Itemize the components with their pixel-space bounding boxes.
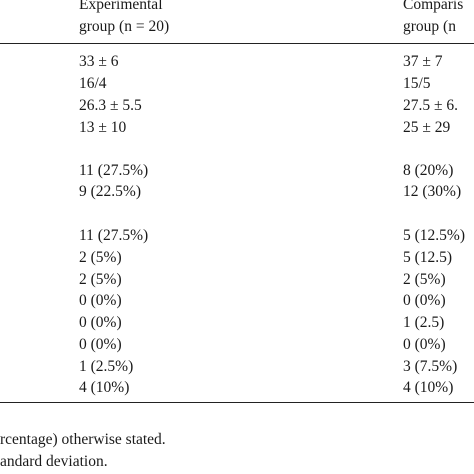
cell-experimental-row2: 16/4 — [79, 75, 107, 92]
cell-comparison-row12: 0 (0%) — [403, 336, 446, 353]
cell-comparison-row1: 37 ± 7 — [403, 53, 443, 70]
cell-experimental-row11: 0 (0%) — [79, 314, 122, 331]
cell-experimental-row4: 13 ± 10 — [79, 119, 127, 136]
cell-experimental-row10: 0 (0%) — [79, 292, 122, 309]
header-experimental-line2: group (n = 20) — [79, 18, 170, 35]
cell-experimental-row6: 9 (22.5%) — [79, 183, 141, 200]
cell-comparison-row4: 25 ± 29 — [403, 119, 451, 136]
cell-comparison-row7: 5 (12.5%) — [403, 227, 465, 244]
header-experimental-line1: Experimental — [79, 0, 163, 13]
cell-comparison-row13: 3 (7.5%) — [403, 358, 458, 375]
cell-experimental-row8: 2 (5%) — [79, 249, 122, 266]
cell-experimental-row12: 0 (0%) — [79, 336, 122, 353]
cell-comparison-row2: 15/5 — [403, 75, 431, 92]
cell-experimental-row14: 4 (10%) — [79, 379, 130, 396]
cell-comparison-row3: 27.5 ± 6. — [403, 97, 459, 114]
cell-comparison-row8: 5 (12.5) — [403, 249, 453, 266]
cell-experimental-row5: 11 (27.5%) — [79, 162, 149, 179]
header-rule — [0, 43, 474, 44]
footnote-line1: rcentage) otherwise stated. — [0, 431, 166, 448]
cell-experimental-row9: 2 (5%) — [79, 271, 122, 288]
cell-comparison-row10: 0 (0%) — [403, 292, 446, 309]
header-comparison-line1: Comparis — [403, 0, 464, 13]
cell-comparison-row6: 12 (30%) — [403, 183, 462, 200]
cell-experimental-row1: 33 ± 6 — [79, 53, 119, 70]
header-comparison-line2: group (n — [403, 18, 456, 35]
cell-experimental-row13: 1 (2.5%) — [79, 358, 134, 375]
cell-comparison-row5: 8 (20%) — [403, 162, 454, 179]
table-bottom-rule — [0, 402, 474, 403]
footnote-line2: andard deviation. — [0, 453, 108, 470]
cell-comparison-row14: 4 (10%) — [403, 379, 454, 396]
cell-comparison-row11: 1 (2.5) — [403, 314, 445, 331]
cell-experimental-row3: 26.3 ± 5.5 — [79, 97, 142, 114]
cell-experimental-row7: 11 (27.5%) — [79, 227, 149, 244]
cell-comparison-row9: 2 (5%) — [403, 271, 446, 288]
